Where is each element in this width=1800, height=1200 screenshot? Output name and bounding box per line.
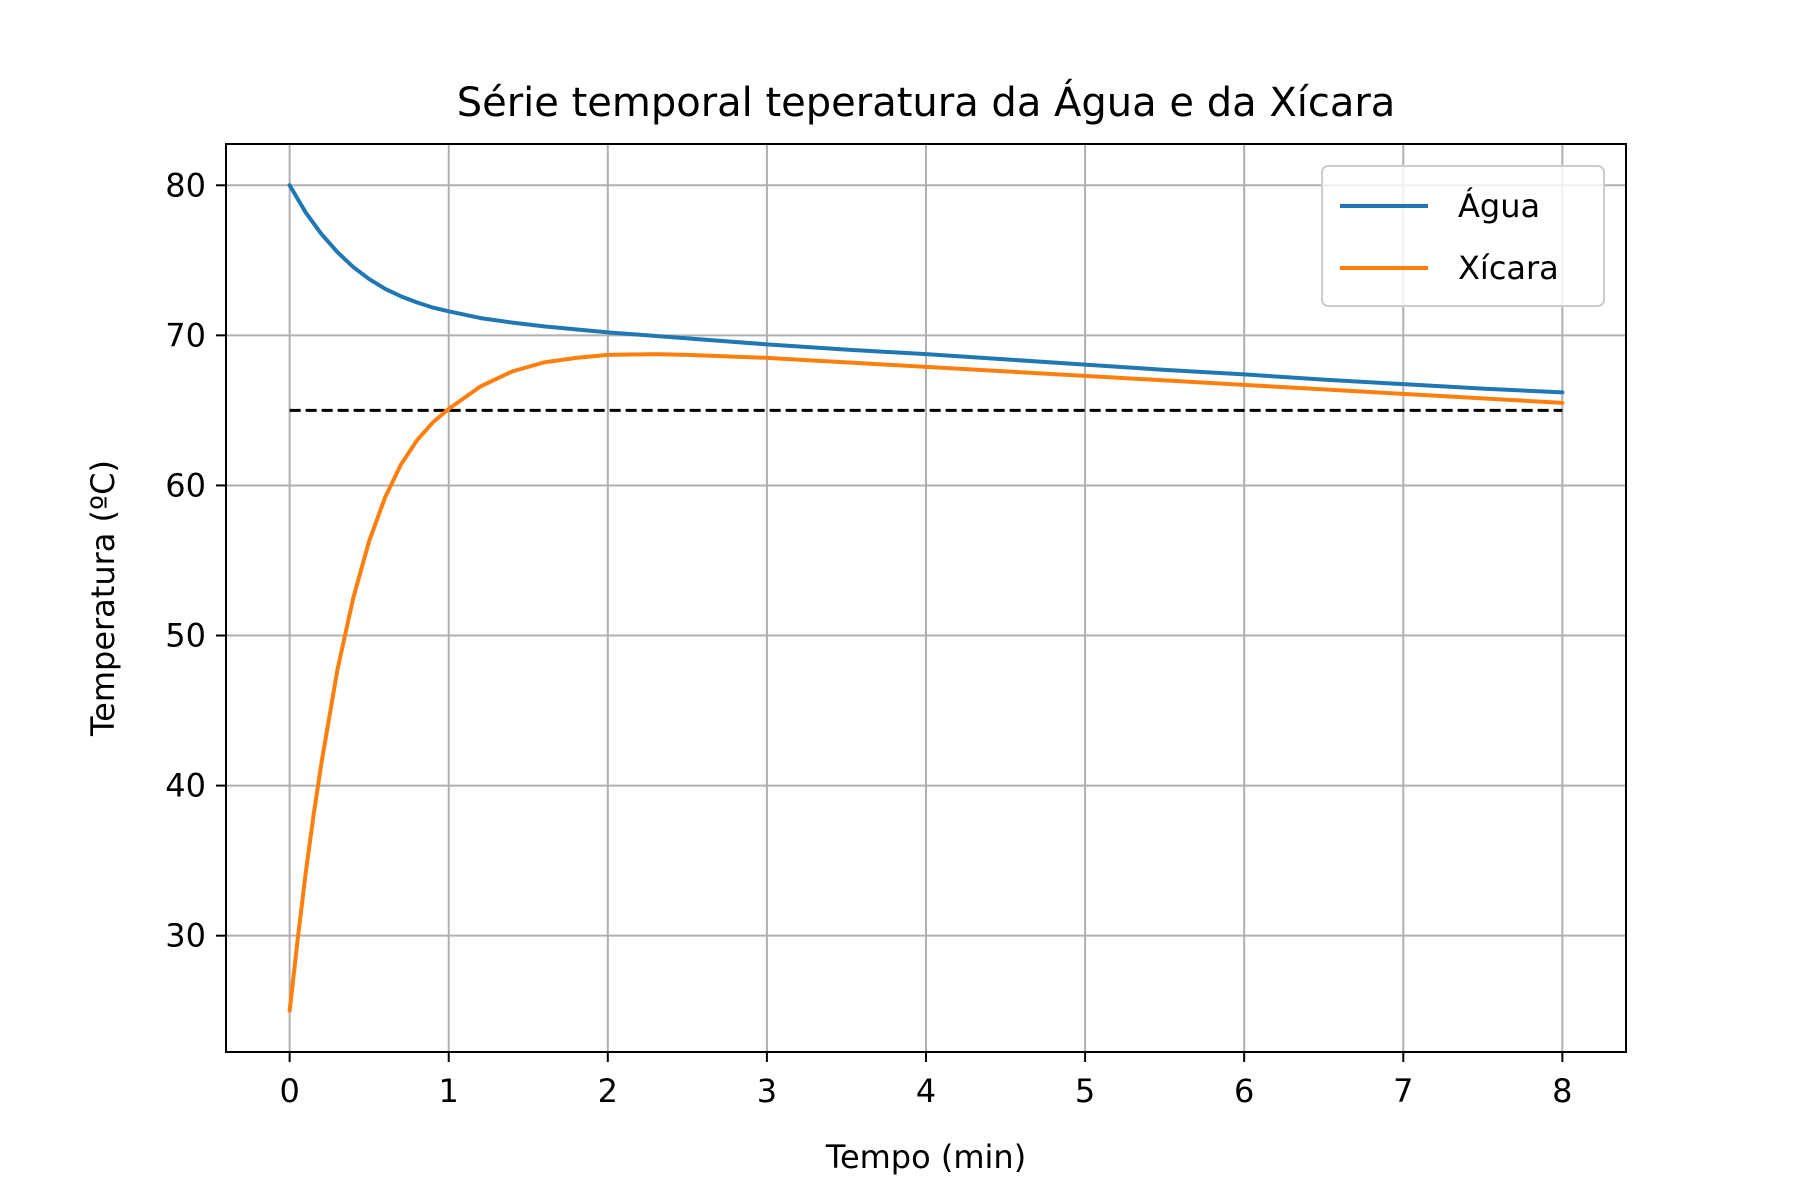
- x-tick-label: 8: [1552, 1072, 1572, 1110]
- series-line-0: [287, 183, 1565, 395]
- x-tick-label: 6: [1234, 1072, 1254, 1110]
- x-axis-label: Tempo (min): [825, 1138, 1026, 1176]
- x-tick-label: 1: [439, 1072, 459, 1110]
- x-axis-ticks: 0 1 2 3 4 5 6 7 8: [279, 1052, 1573, 1110]
- series-layer: [287, 183, 1565, 1013]
- y-tick-label: 30: [165, 917, 206, 955]
- legend-box: [1321, 165, 1605, 307]
- y-tick-label: 70: [165, 316, 206, 354]
- y-axis-label: Temperatura (ºC): [84, 460, 122, 737]
- legend-label: Água: [1458, 187, 1540, 225]
- x-tick-label: 2: [598, 1072, 618, 1110]
- x-tick-label: 5: [1075, 1072, 1095, 1110]
- y-tick-label: 50: [165, 617, 206, 655]
- y-tick-label: 40: [165, 767, 206, 805]
- y-axis-ticks: 30 40 50 60 70 80: [165, 166, 226, 955]
- x-tick-label: 7: [1393, 1072, 1413, 1110]
- legend-label: Xícara: [1458, 249, 1559, 287]
- x-tick-label: 0: [279, 1072, 299, 1110]
- y-tick-label: 80: [165, 166, 206, 204]
- chart-title: Série temporal teperatura da Água e da X…: [457, 78, 1396, 126]
- legend: Água Xícara: [1321, 165, 1605, 307]
- series-line-1: [287, 352, 1565, 1013]
- x-tick-label: 4: [916, 1072, 936, 1110]
- y-tick-label: 60: [165, 466, 206, 504]
- x-tick-label: 3: [757, 1072, 777, 1110]
